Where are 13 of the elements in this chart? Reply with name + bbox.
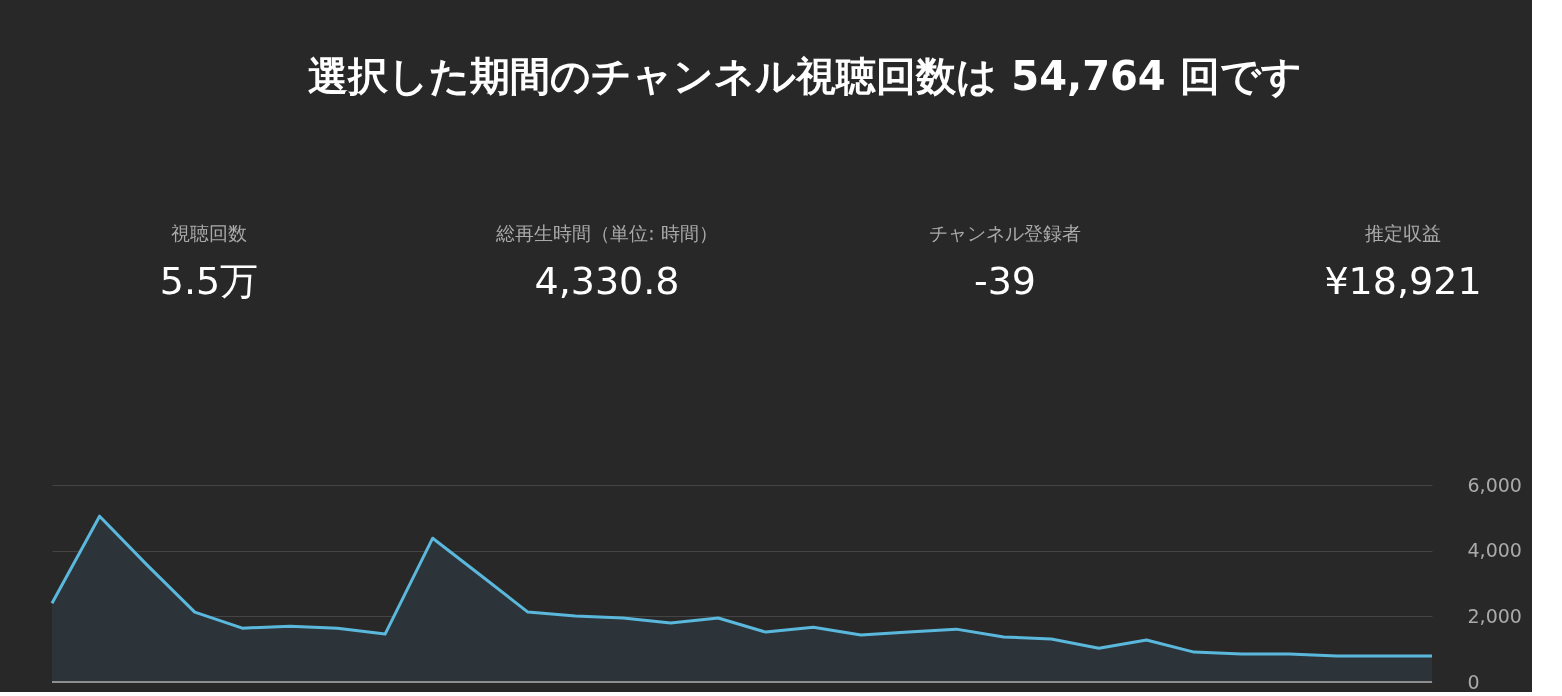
y-tick-label: 6,000 bbox=[1467, 473, 1522, 496]
text: -39 bbox=[973, 259, 1037, 303]
text: 5.5万 bbox=[159, 259, 259, 303]
chart-title: 選択した期間のチャンネル視聴回数は 54,764 回です bbox=[308, 53, 1302, 99]
y-tick-label: 4,000 bbox=[1467, 539, 1522, 562]
y-tick-label: 2,000 bbox=[1467, 604, 1522, 627]
text: 推定収益 bbox=[1365, 222, 1441, 244]
text: チャンネル登録者 bbox=[929, 222, 1081, 244]
text: ¥18,921 bbox=[1324, 259, 1482, 303]
y-tick-label: 0 bbox=[1467, 670, 1480, 693]
text: 総再生時間（単位: 時間） bbox=[495, 222, 718, 244]
text: 視聴回数 bbox=[171, 222, 247, 244]
text: 4,330.8 bbox=[534, 259, 680, 303]
